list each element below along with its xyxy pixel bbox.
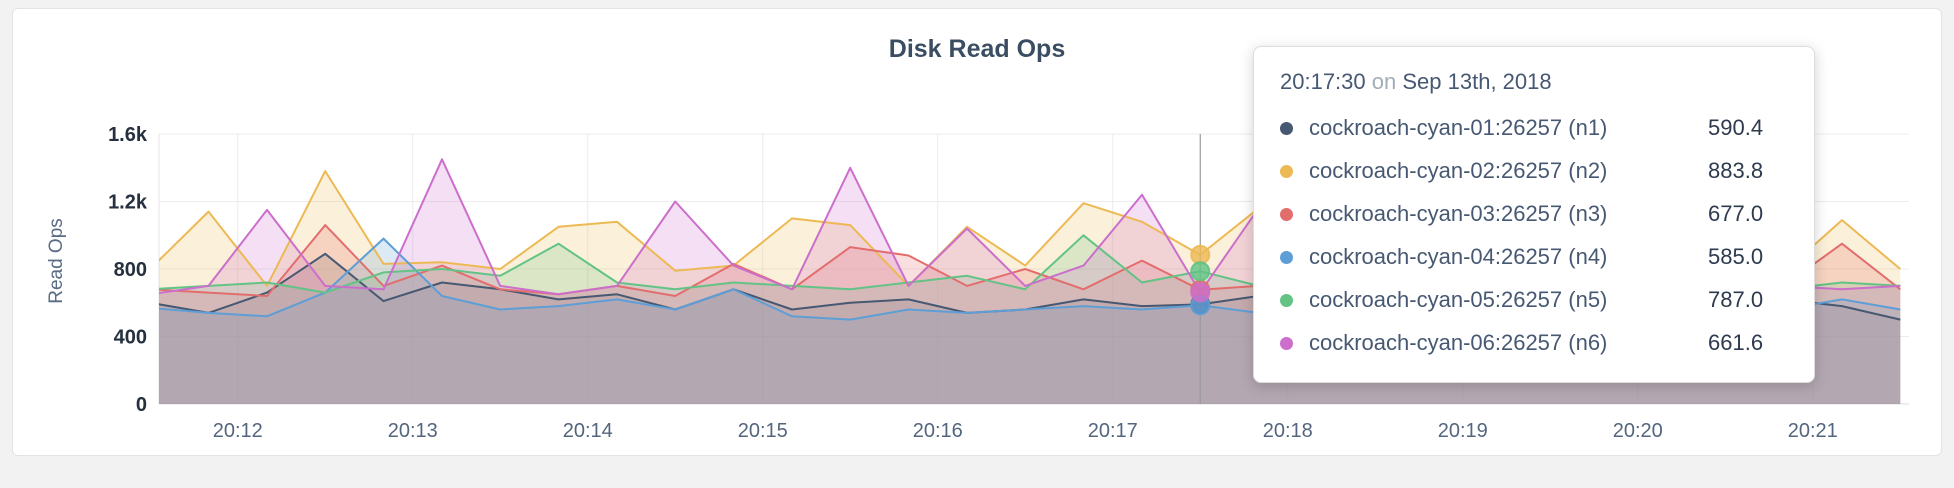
chart-tooltip: 20:17:30 on Sep 13th, 2018 cockroach-cya… (1253, 46, 1815, 383)
x-tick-label: 20:18 (1263, 420, 1313, 442)
series-name: cockroach-cyan-01:26257 (n1) (1309, 115, 1608, 140)
y-tick-label: 400 (114, 327, 147, 349)
series-name: cockroach-cyan-03:26257 (n3) (1309, 201, 1608, 226)
series-value: 883.8 (1708, 158, 1764, 183)
x-tick-label: 20:13 (388, 420, 438, 442)
tooltip-row: cockroach-cyan-05:26257 (n5) 787.0 (1280, 287, 1788, 313)
tooltip-row: cockroach-cyan-03:26257 (n3) 677.0 (1280, 201, 1788, 227)
chart-card: Disk Read Ops Read Ops 0 400 800 1.2k 1.6k 20… (12, 8, 1942, 456)
series-color-dot (1280, 207, 1293, 221)
x-tick-label: 20:14 (563, 420, 613, 442)
x-tick-label: 20:12 (213, 420, 263, 442)
crosshair-dot-n6 (1190, 282, 1211, 303)
tooltip-row: cockroach-cyan-01:26257 (n1) 590.4 (1280, 115, 1788, 141)
series-value: 787.0 (1708, 287, 1764, 312)
chart-title: Disk Read Ops (888, 35, 1066, 63)
tooltip-header: 20:17:30 on Sep 13th, 2018 (1280, 69, 1788, 95)
series-value: 677.0 (1708, 201, 1764, 226)
x-tick-label: 20:15 (738, 420, 788, 442)
series-name: cockroach-cyan-02:26257 (n2) (1309, 158, 1608, 183)
series-color-dot (1280, 336, 1293, 350)
series-color-dot (1280, 250, 1293, 264)
series-value: 585.0 (1708, 244, 1764, 269)
x-tick-label: 20:19 (1438, 420, 1488, 442)
series-color-dot (1280, 164, 1293, 178)
series-name: cockroach-cyan-05:26257 (n5) (1309, 287, 1608, 312)
crosshair-dot-n2 (1190, 244, 1211, 265)
tooltip-time: 20:17:30 (1280, 69, 1366, 94)
x-tick-label: 20:20 (1613, 420, 1663, 442)
y-tick-label: 1.6k (108, 124, 148, 146)
tooltip-date: Sep 13th, 2018 (1402, 69, 1552, 94)
y-tick-label: 0 (136, 394, 147, 416)
x-tick-label: 20:21 (1788, 420, 1838, 442)
series-color-dot (1280, 121, 1293, 135)
series-value: 590.4 (1708, 115, 1764, 140)
tooltip-row: cockroach-cyan-06:26257 (n6) 661.6 (1280, 330, 1788, 356)
tooltip-on-word: on (1371, 69, 1397, 94)
series-name: cockroach-cyan-04:26257 (n4) (1309, 244, 1608, 269)
tooltip-rows: cockroach-cyan-01:26257 (n1) 590.4 cockroa… (1280, 115, 1788, 356)
x-tick-label: 20:16 (913, 420, 963, 442)
x-tick-label: 20:17 (1088, 420, 1138, 442)
tooltip-row: cockroach-cyan-02:26257 (n2) 883.8 (1280, 158, 1788, 184)
y-tick-label: 800 (114, 259, 147, 281)
series-value: 661.6 (1708, 330, 1764, 355)
y-tick-label: 1.2k (108, 192, 148, 214)
series-name: cockroach-cyan-06:26257 (n6) (1309, 330, 1608, 355)
series-color-dot (1280, 293, 1293, 307)
crosshair-dot-n5 (1190, 261, 1211, 282)
tooltip-row: cockroach-cyan-04:26257 (n4) 585.0 (1280, 244, 1788, 270)
